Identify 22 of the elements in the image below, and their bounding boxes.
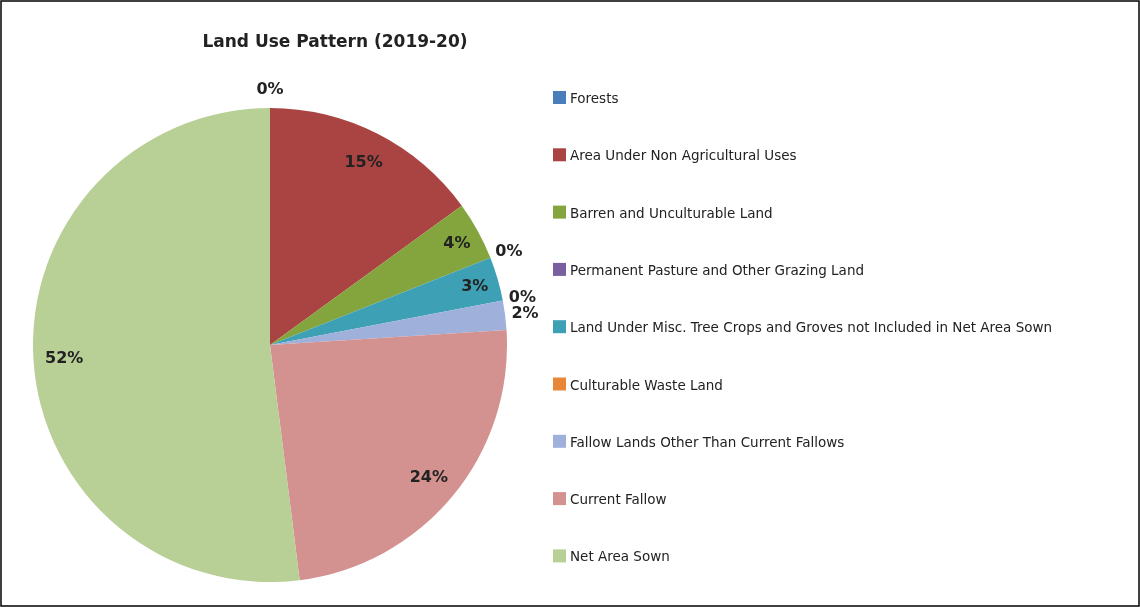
pie-slice <box>270 300 507 345</box>
text: 0% <box>256 78 284 98</box>
text: 0% <box>495 240 523 260</box>
data-label: 52% <box>45 348 84 368</box>
pie-slice <box>33 108 300 582</box>
legend-label: Net Area Sown <box>570 548 670 565</box>
pie-slice <box>270 257 503 345</box>
legend-label: Culturable Waste Land <box>570 376 723 393</box>
data-label: 24% <box>409 466 449 486</box>
legend-label: Current Fallow <box>570 491 667 508</box>
legend-label: Land Under Misc. Tree Crops and Groves not Included in Net Area Sown <box>570 319 1053 336</box>
legend-label: Permanent Pasture and Other Grazing Land <box>570 261 865 278</box>
pie-slice <box>270 205 491 345</box>
chart-title: Land Use Pattern (2019-20) <box>202 31 468 51</box>
legend-label: Forests <box>570 90 619 106</box>
legend-label: Fallow Lands Other Than Current Fallows <box>570 433 845 450</box>
data-label: 3% <box>461 275 489 295</box>
legend-label: Barren and Unculturable Land <box>570 204 773 221</box>
legend-label: Area Under Non Agricultural Uses <box>570 147 797 164</box>
data-label: 4% <box>443 232 471 252</box>
pie-slice <box>270 330 507 581</box>
data-label: 15% <box>344 151 383 171</box>
